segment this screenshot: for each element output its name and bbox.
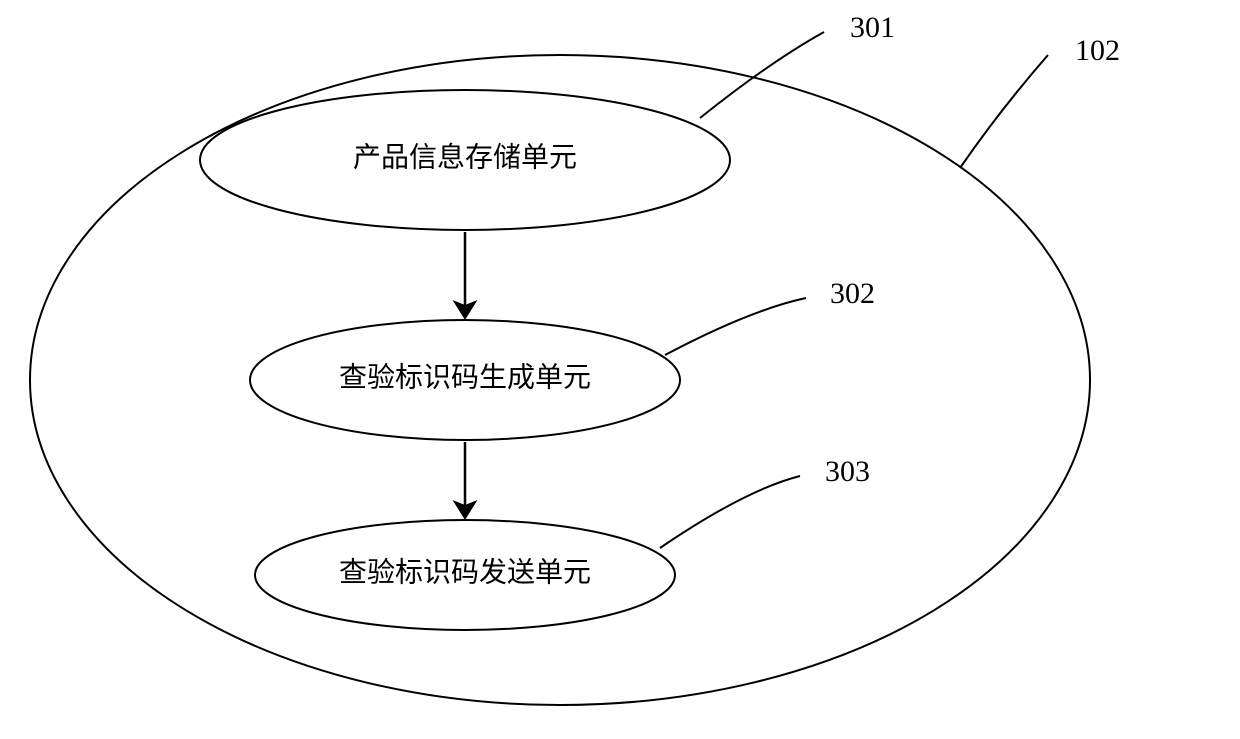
node-send-unit-label: 查验标识码发送单元 bbox=[339, 556, 591, 588]
container-leader bbox=[960, 55, 1048, 168]
node-302-ref-label: 302 bbox=[830, 277, 875, 310]
node-301-leader bbox=[700, 32, 824, 118]
node-generate-unit-label: 查验标识码生成单元 bbox=[339, 361, 591, 393]
node-303-leader bbox=[660, 476, 800, 548]
node-303-ref-label: 303 bbox=[825, 455, 870, 488]
node-301-ref-label: 301 bbox=[850, 11, 895, 44]
container-ref-label: 102 bbox=[1075, 34, 1120, 67]
system-diagram: 102 产品信息存储单元 301 查验标识码生成单元 302 查验标识码发送单元… bbox=[0, 0, 1240, 739]
node-302-leader bbox=[665, 298, 806, 355]
node-storage-unit-label: 产品信息存储单元 bbox=[353, 141, 577, 173]
